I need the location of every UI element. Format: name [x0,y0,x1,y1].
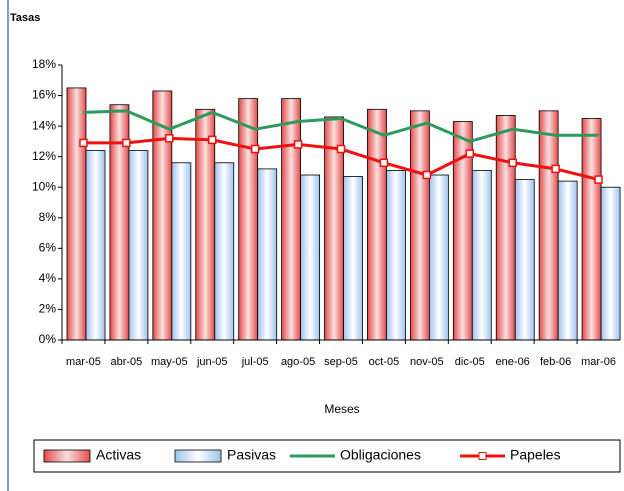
marker [207,135,217,145]
legend-swatch [174,449,222,463]
x-tick-label: mar-06 [581,356,616,368]
x-tick-label: jun-05 [196,356,228,368]
bar [409,110,430,341]
marker [293,140,303,149]
bar [581,118,602,341]
bar [514,179,535,341]
bar [428,174,449,341]
legend-label: Pasivas [227,447,276,463]
y-tick-label: 12% [32,149,56,163]
y-tick-label: 4% [39,271,57,285]
bar [66,87,87,341]
x-tick-label: oct-05 [369,356,400,368]
y-tick-label: 0% [39,332,57,346]
y-axis-label: Tasas [10,12,40,24]
y-tick-label: 10% [32,179,56,193]
x-tick-label: may-05 [151,356,188,368]
line [83,109,599,143]
x-tick-label: dic-05 [455,356,485,368]
marker [422,170,432,180]
x-tick-label: ago-05 [281,356,315,368]
marker [551,164,560,174]
bar [600,186,621,341]
bar [238,98,259,341]
x-tick-label: ene-06 [496,356,530,368]
legend-label: Obligaciones [340,447,421,463]
x-tick-label: sep-05 [324,356,358,368]
x-tick-label: jul-05 [241,356,269,368]
bar [85,150,106,341]
bar [367,108,387,341]
bar [281,98,302,341]
x-axis-label: Meses [324,402,359,416]
x-tick-label: abr-05 [110,356,142,368]
marker [594,175,603,184]
bar [343,176,363,341]
y-tick-label: 16% [32,88,56,102]
marker [79,138,88,148]
marker [379,158,389,168]
x-tick-label: nov-05 [410,356,444,368]
bar [386,170,406,341]
marker [336,144,346,154]
legend-swatch [43,449,91,463]
bar [128,150,149,341]
marker [465,149,475,158]
y-tick-label: 8% [39,210,57,224]
y-tick-label: 14% [32,118,56,132]
x-tick-label: mar-05 [66,356,101,368]
bar [300,174,321,341]
y-tick-label: 6% [39,241,57,255]
legend-marker [478,452,487,460]
legend-label: Papeles [510,447,561,463]
legend-label: Activas [96,447,141,463]
bar [471,170,492,341]
marker [122,138,131,148]
x-tick-label: feb-06 [540,356,571,368]
bar [538,110,559,341]
marker [250,144,260,154]
marker [508,158,517,168]
bar [257,168,278,341]
y-tick-label: 18% [32,57,56,71]
bar [557,180,578,341]
marker [165,134,174,143]
y-tick-label: 2% [39,302,57,316]
bar [495,115,516,341]
bar [171,162,192,341]
bar [214,162,235,341]
